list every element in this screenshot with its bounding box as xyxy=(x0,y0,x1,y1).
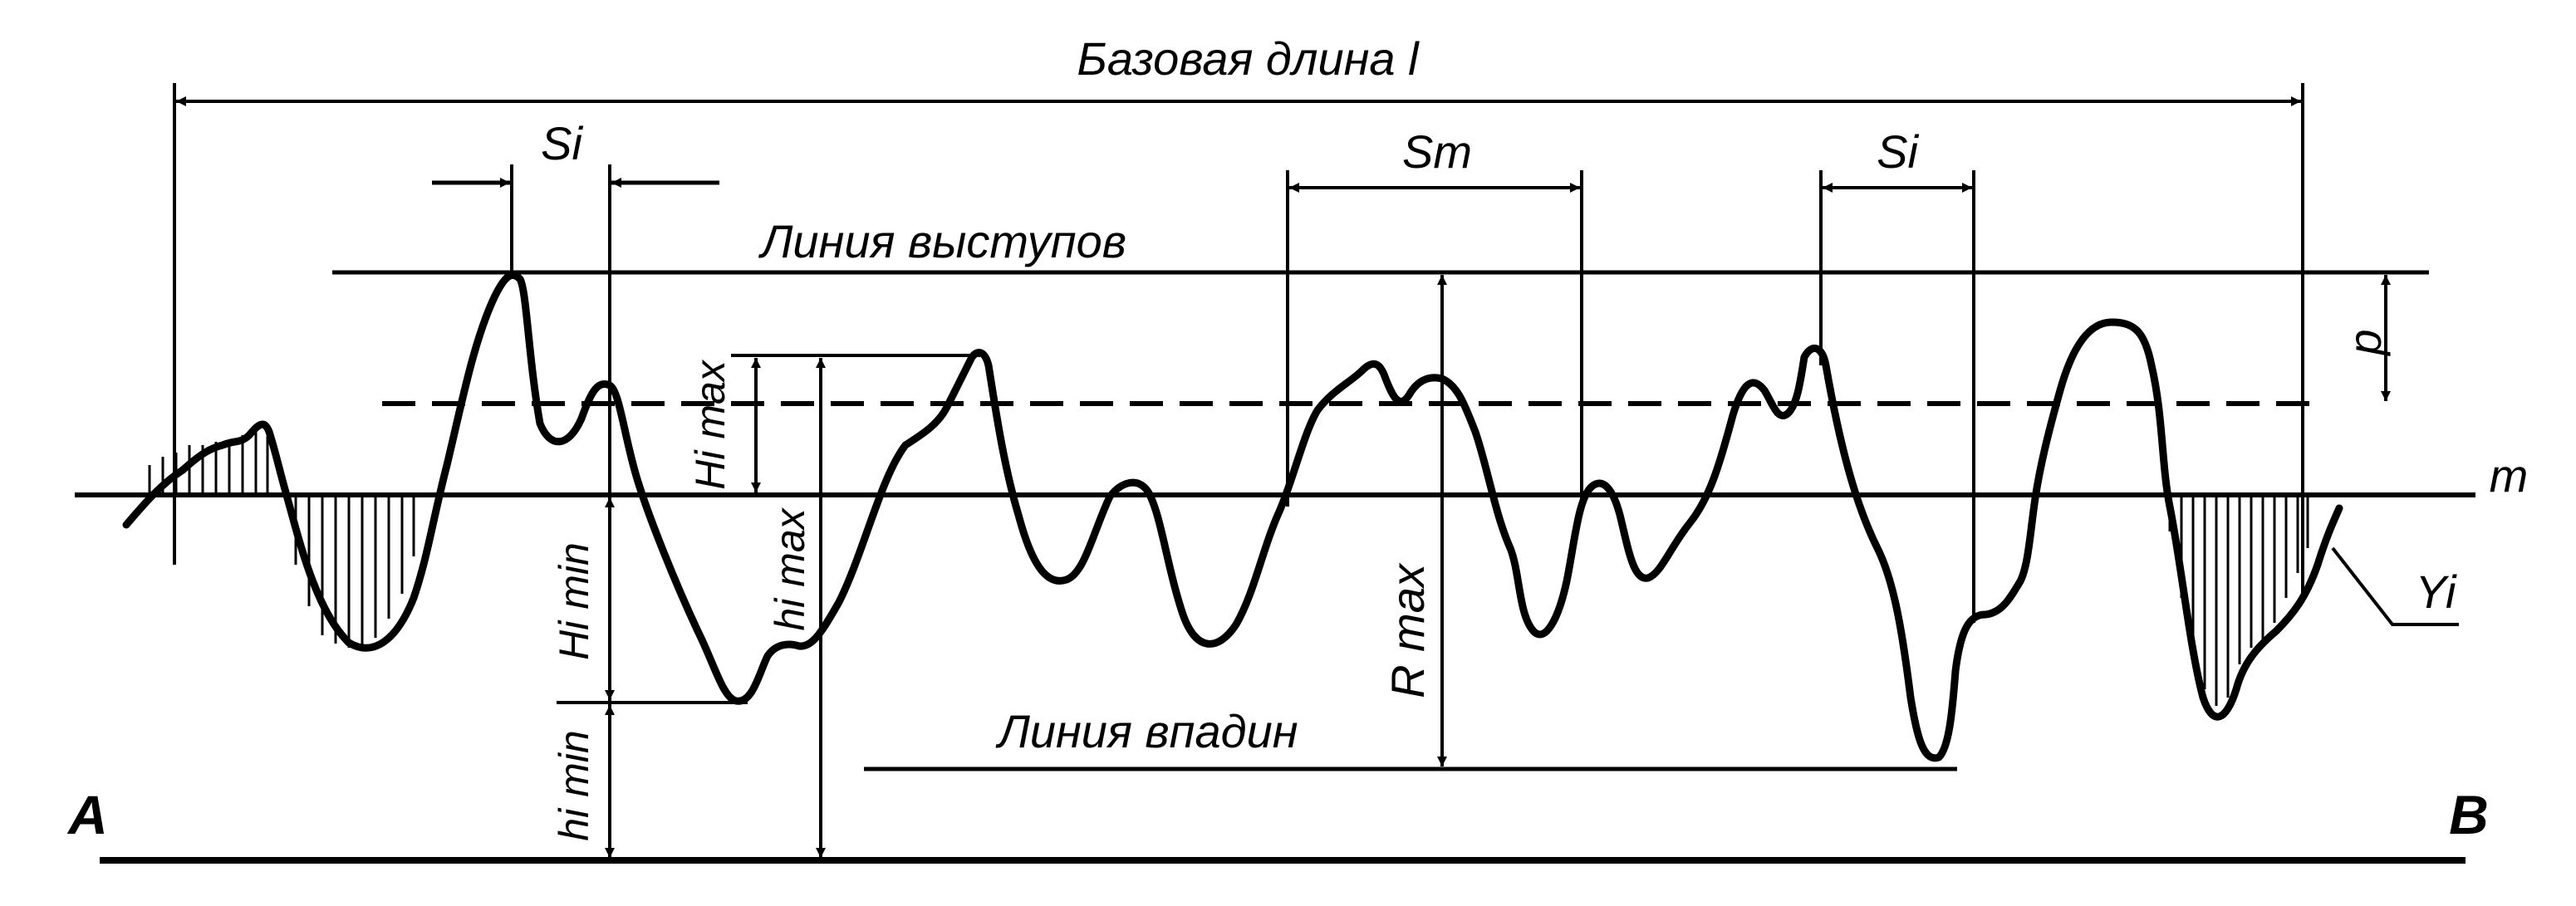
p-label: p xyxy=(2338,329,2391,356)
hatching-valley-left xyxy=(294,495,415,648)
hi-min-upper-label: Hi min xyxy=(551,542,597,660)
si-right-label: Si xyxy=(1877,125,1919,178)
si-left-label: Si xyxy=(541,117,583,169)
point-a-label: A xyxy=(66,784,108,845)
valley-line-label: Линия впадин xyxy=(995,705,1298,757)
peak-line-label: Линия выступов xyxy=(758,215,1126,267)
roughness-profile-curve xyxy=(122,272,2343,762)
hi-min-lower-label: hi min xyxy=(551,730,597,840)
base-length-title: Базовая длина l xyxy=(1077,32,1420,85)
yi-leader-line xyxy=(2331,546,2459,626)
r-max-label: R max xyxy=(1381,562,1434,698)
yi-label: Yi xyxy=(2416,566,2457,618)
point-b-label: B xyxy=(2449,784,2489,845)
hi-max-lower-label: hi max xyxy=(767,507,813,630)
mean-line-label: m xyxy=(2490,449,2529,502)
sm-label: Sm xyxy=(1402,125,1472,178)
hi-max-upper-label: Hi max xyxy=(687,359,734,490)
